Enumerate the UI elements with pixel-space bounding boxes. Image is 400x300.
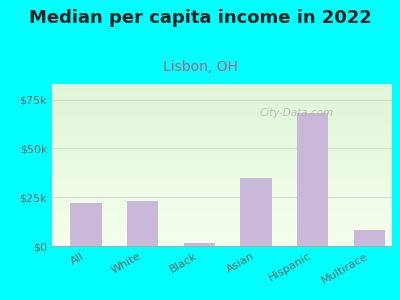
Text: Median per capita income in 2022: Median per capita income in 2022 bbox=[28, 9, 372, 27]
Text: City-Data.com: City-Data.com bbox=[260, 108, 334, 118]
Bar bbox=[297, 113, 328, 246]
Text: Lisbon, OH: Lisbon, OH bbox=[162, 60, 238, 74]
Bar bbox=[184, 243, 215, 246]
Bar bbox=[127, 201, 158, 246]
Bar bbox=[240, 178, 272, 246]
Bar bbox=[354, 230, 385, 246]
Bar bbox=[70, 203, 102, 246]
